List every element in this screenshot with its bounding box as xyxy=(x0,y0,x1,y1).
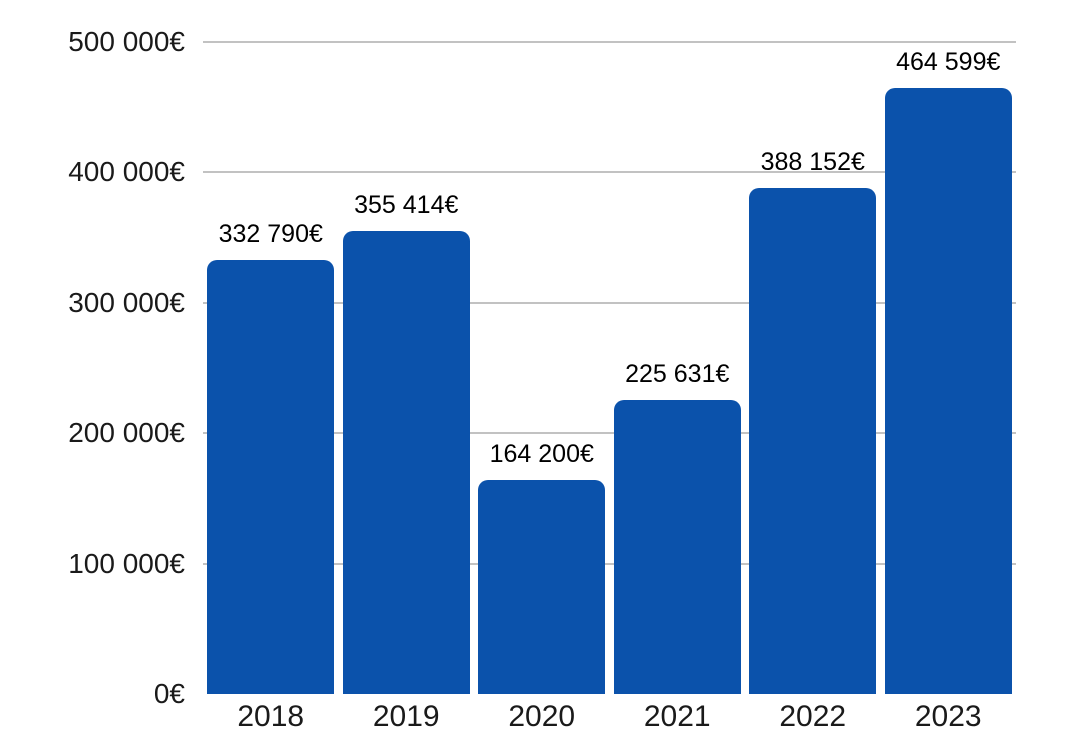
y-tick-label: 500 000€ xyxy=(68,26,185,57)
bar-2023[interactable] xyxy=(884,88,1012,694)
gridline-500000 xyxy=(203,41,1016,43)
y-tick-label: 400 000€ xyxy=(68,156,185,188)
bar-2020[interactable] xyxy=(478,479,606,694)
gridline-300000 xyxy=(203,301,1016,304)
x-tick-label-2018: 2018 xyxy=(237,700,305,733)
x-tick-label-2022: 2022 xyxy=(779,700,847,733)
gridline-400000 xyxy=(203,171,1016,174)
bar-2018[interactable] xyxy=(207,260,335,694)
bar-value-label-2023: 464 599€ xyxy=(896,48,1001,77)
plot-area: 332 790€ 355 414€ 164 200€ 225 631€ 388 152€… xyxy=(203,41,1016,694)
y-tick-label: 300 000€ xyxy=(68,286,185,318)
bar-value-label-2020: 164 200€ xyxy=(489,439,594,468)
gridline-100000 xyxy=(203,562,1016,565)
bar-2022[interactable] xyxy=(749,187,877,694)
x-tick-label-2021: 2021 xyxy=(643,700,711,733)
y-tick-label: 100 000€ xyxy=(68,547,185,579)
gridline-200000 xyxy=(203,432,1016,435)
x-tick-label-2020: 2020 xyxy=(508,700,576,733)
bar-value-label-2019: 355 414€ xyxy=(354,190,459,219)
y-tick-label: 0€ xyxy=(153,678,185,709)
bar-value-label-2022: 388 152€ xyxy=(760,147,865,176)
bar-2021[interactable] xyxy=(613,399,741,694)
x-tick-label-2023: 2023 xyxy=(914,700,982,733)
x-tick-label-2019: 2019 xyxy=(372,700,440,733)
bar-2019[interactable] xyxy=(342,230,470,694)
bar-value-label-2018: 332 790€ xyxy=(218,220,323,249)
y-tick-label: 200 000€ xyxy=(68,417,185,449)
bar-value-label-2021: 225 631€ xyxy=(625,359,730,388)
